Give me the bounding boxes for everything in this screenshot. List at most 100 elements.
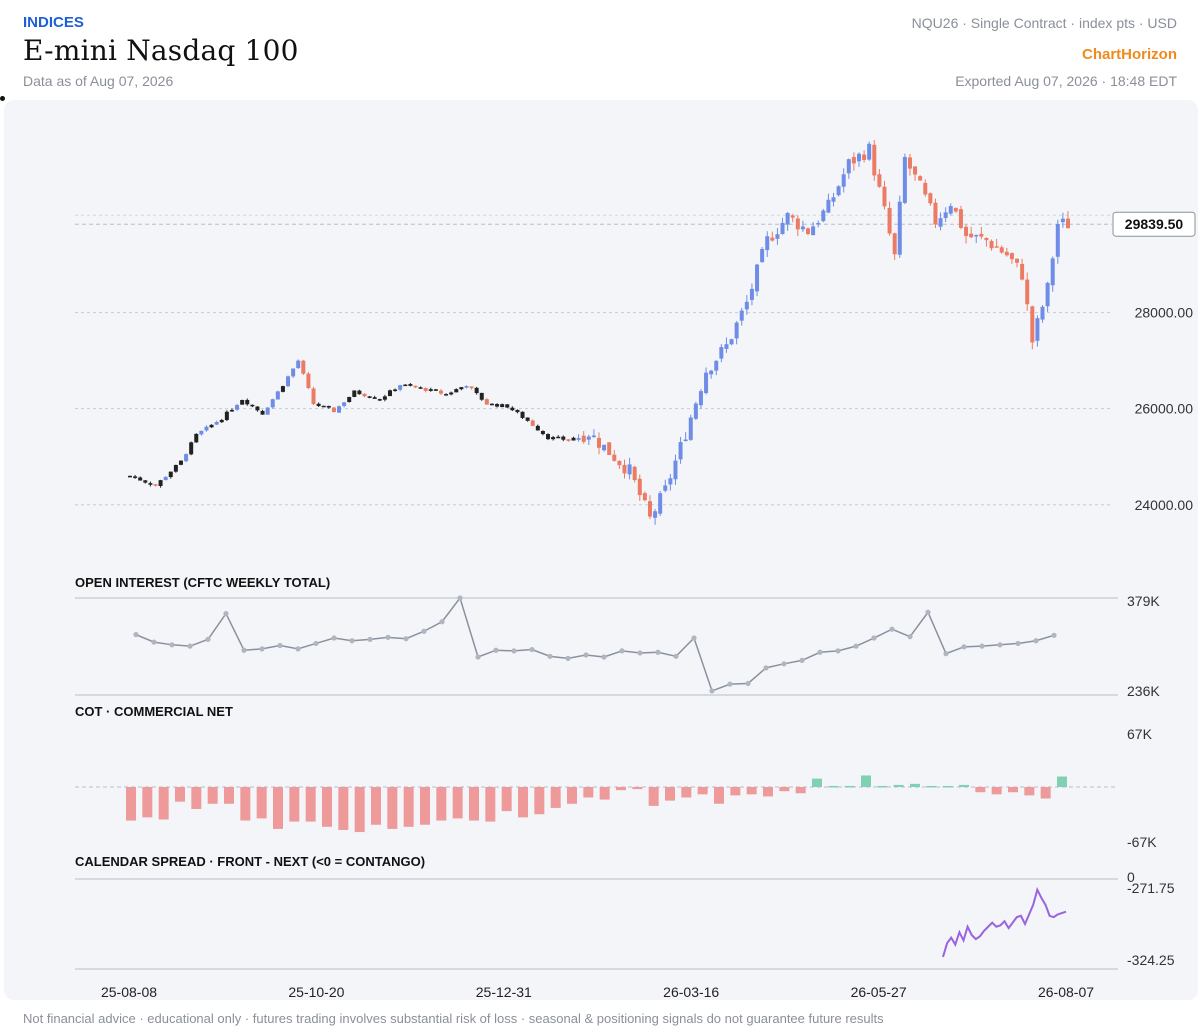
open-interest-point xyxy=(511,648,517,654)
open-interest-point xyxy=(799,657,805,664)
open-interest-point xyxy=(835,648,841,654)
open-interest-point xyxy=(673,653,679,659)
open-interest-point xyxy=(1051,632,1057,638)
cot-bar xyxy=(616,787,626,791)
open-interest-point xyxy=(457,595,463,601)
oi-tick-label: 379K xyxy=(1127,593,1160,609)
price-candle xyxy=(673,460,678,480)
price-candle xyxy=(316,403,321,407)
calendar-spread-line xyxy=(942,886,1067,958)
price-candle xyxy=(668,478,673,485)
price-candle xyxy=(1055,224,1060,257)
price-candle xyxy=(240,399,245,405)
open-interest-point xyxy=(439,619,445,625)
open-interest-point xyxy=(385,634,391,640)
price-candle xyxy=(464,386,469,388)
price-candle xyxy=(357,390,362,395)
open-interest-point xyxy=(277,642,283,649)
cot-bar xyxy=(485,787,496,822)
cot-bar xyxy=(354,787,365,833)
price-candle xyxy=(831,197,836,202)
price-candle xyxy=(770,237,775,241)
cot-bar xyxy=(714,787,724,804)
open-interest-point xyxy=(655,649,661,655)
price-candle xyxy=(790,215,795,218)
bullet-dot xyxy=(0,96,5,101)
open-interest-point xyxy=(763,665,769,671)
spread-tick-label: -324.25 xyxy=(1127,952,1175,968)
price-candle xyxy=(816,222,821,225)
price-candle xyxy=(795,218,800,230)
price-candle xyxy=(1030,306,1035,343)
cot-bar xyxy=(812,778,822,787)
price-candle xyxy=(245,399,250,405)
price-candle xyxy=(647,501,652,517)
price-candle xyxy=(459,387,464,390)
price-candle xyxy=(948,206,953,214)
price-candle xyxy=(418,387,423,389)
cot-bar xyxy=(469,787,479,821)
price-candle xyxy=(846,159,851,174)
cot-bar xyxy=(828,785,839,788)
last-price-box xyxy=(1112,211,1196,237)
price-candle xyxy=(989,240,994,249)
price-candle xyxy=(851,157,856,164)
price-candle xyxy=(907,157,912,169)
x-tick-label: 26-03-16 xyxy=(663,984,719,1000)
price-candle xyxy=(744,301,749,310)
cot-bar xyxy=(126,787,136,821)
price-candle xyxy=(148,483,153,485)
price-candle xyxy=(199,430,204,435)
price-candle xyxy=(918,176,923,181)
price-candle xyxy=(719,347,724,359)
cot-bar xyxy=(436,787,447,821)
spread-tick-label: -271.75 xyxy=(1127,880,1175,896)
open-interest-point xyxy=(853,643,859,649)
open-interest-point xyxy=(133,632,139,638)
price-candle xyxy=(500,404,505,408)
price-candle xyxy=(698,391,703,406)
disclaimer: Not financial advice · educational only … xyxy=(23,1011,884,1026)
price-candle xyxy=(566,439,571,441)
price-candle xyxy=(729,339,734,345)
price-candle xyxy=(862,154,867,160)
price-candle xyxy=(617,460,622,466)
chart-panel xyxy=(4,100,1198,1000)
open-interest-title: OPEN INTEREST (CFTC WEEKLY TOTAL) xyxy=(75,575,330,590)
price-candle xyxy=(178,460,183,465)
open-interest-point xyxy=(565,655,571,661)
cot-bar xyxy=(224,787,234,804)
price-candle xyxy=(704,372,709,394)
open-interest-point xyxy=(943,651,949,657)
open-interest-point xyxy=(889,626,895,632)
price-candle xyxy=(928,193,933,204)
price-candle xyxy=(607,442,612,455)
price-candle xyxy=(311,388,316,405)
open-interest-point xyxy=(691,635,697,641)
price-candle xyxy=(173,464,178,472)
cot-bar xyxy=(1024,787,1035,796)
price-candle xyxy=(984,237,989,241)
open-interest-point xyxy=(727,681,733,687)
price-candle xyxy=(714,360,719,371)
price-candle xyxy=(1004,251,1009,256)
price-candle xyxy=(306,373,311,389)
price-candle xyxy=(1060,218,1065,223)
brand-logo[interactable]: ChartHorizon xyxy=(1082,46,1177,63)
cot-bar xyxy=(648,787,659,806)
cot-bar xyxy=(322,787,332,827)
price-candle xyxy=(627,464,632,475)
cot-bar xyxy=(567,787,577,804)
cot-bar xyxy=(632,787,643,790)
price-candle xyxy=(938,218,943,227)
price-candle xyxy=(546,434,551,440)
spread-tick-label: 0 xyxy=(1127,869,1135,885)
price-candle xyxy=(591,435,596,438)
open-interest-point xyxy=(745,680,751,687)
price-candle xyxy=(326,405,331,408)
cot-title: COT · COMMERCIAL NET xyxy=(75,704,233,719)
price-candle xyxy=(367,396,372,398)
price-candle xyxy=(979,233,984,237)
price-candle xyxy=(209,424,214,428)
